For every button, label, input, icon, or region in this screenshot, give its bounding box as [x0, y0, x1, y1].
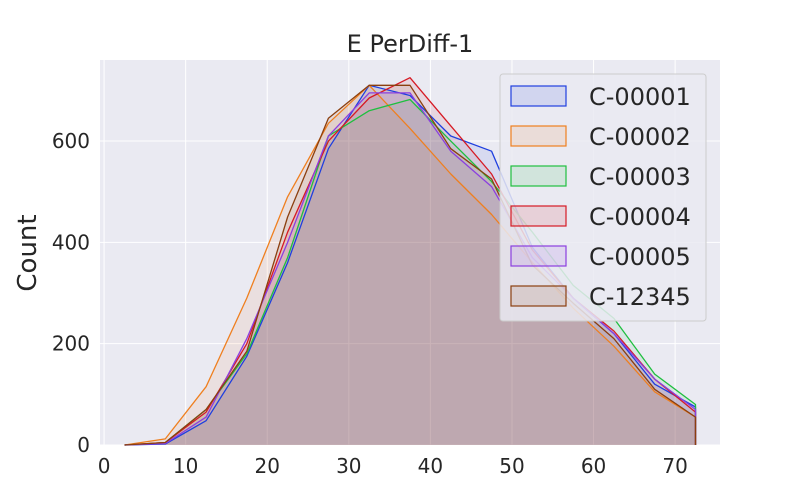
legend-label-c-00004: C-00004: [589, 203, 691, 231]
x-tick-label-3: 30: [336, 454, 361, 478]
area-c-12345: [124, 85, 696, 446]
y-axis-label: Count: [13, 214, 43, 291]
line-c-00003: [124, 98, 697, 446]
y-tick-label-3: 600: [52, 129, 90, 153]
line-c-00005: [124, 92, 697, 446]
y-tick-labels: 0 200 400 600: [52, 129, 90, 457]
legend-label-c-00002: C-00002: [589, 123, 691, 151]
x-tick-label-1: 10: [173, 454, 198, 478]
legend-label-c-00003: C-00003: [589, 163, 691, 191]
x-tick-label-6: 60: [581, 454, 606, 478]
chart-title: E PerDiff-1: [347, 30, 474, 58]
area-c-00004: [124, 77, 696, 445]
area-c-00002: [124, 85, 696, 446]
legend-swatch-c-00005: [510, 245, 567, 267]
y-tick-label-2: 400: [52, 230, 90, 254]
legend-swatch-c-00004: [510, 205, 567, 227]
legend-label-c-12345: C-12345: [589, 283, 691, 311]
area-c-00003: [124, 99, 696, 445]
area-c-00005: [124, 92, 696, 446]
legend-swatch-c-00002: [510, 125, 567, 147]
legend-swatch-c-00001: [510, 85, 567, 107]
area-c-00001: [124, 85, 696, 446]
y-tick-label-0: 0: [77, 433, 90, 457]
legend-swatch-c-00003: [510, 165, 567, 187]
x-tick-label-5: 50: [499, 454, 524, 478]
x-tick-label-4: 40: [418, 454, 443, 478]
line-c-00001: [124, 84, 697, 446]
legend-label-c-00001: C-00001: [589, 83, 691, 111]
legend-label-c-00005: C-00005: [589, 243, 691, 271]
line-c-00002: [124, 84, 697, 446]
legend: C-00001 C-00002 C-00003 C-00004 C-00005 C-123…: [499, 73, 707, 322]
line-c-12345: [124, 84, 697, 446]
legend-swatch-c-12345: [510, 285, 567, 307]
x-tick-label-2: 20: [255, 454, 280, 478]
series-lines: [124, 77, 697, 446]
legend-box: [499, 73, 707, 322]
y-tick-label-1: 200: [52, 332, 90, 356]
x-tick-labels: 0 10 20 30 40 50 60 70: [98, 454, 688, 478]
x-tick-label-0: 0: [98, 454, 111, 478]
x-tick-label-7: 70: [662, 454, 687, 478]
series-areas: [124, 77, 696, 446]
